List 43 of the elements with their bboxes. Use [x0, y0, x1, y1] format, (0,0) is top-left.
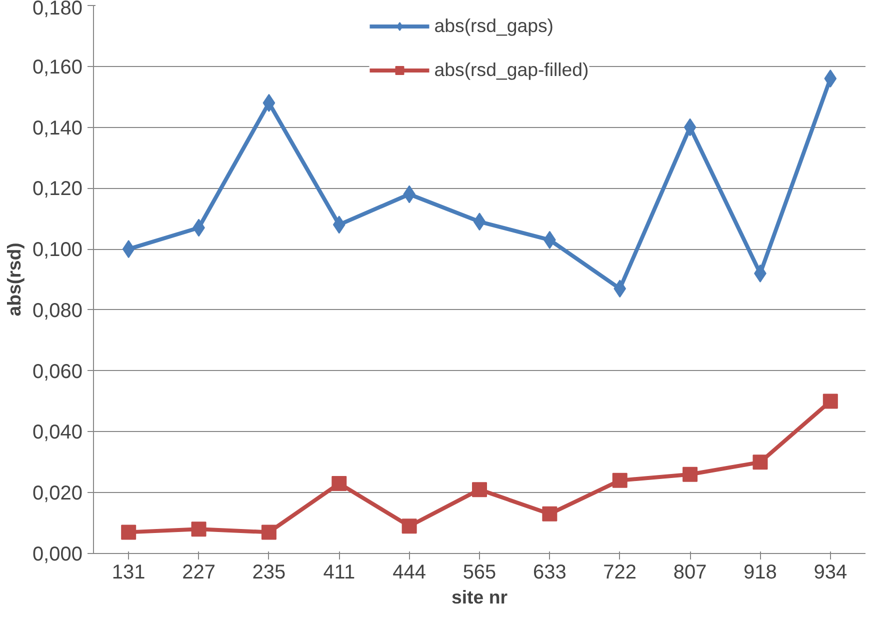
x-tick-label: 807	[673, 562, 707, 584]
x-tick-label: 565	[462, 562, 496, 584]
y-tick-label: 0,160	[32, 56, 83, 78]
point	[542, 506, 558, 522]
point	[684, 118, 696, 136]
y-tick-label: 0,020	[32, 482, 83, 505]
x-axis-title: site nr	[452, 586, 508, 608]
y-tick-label: 0,080	[32, 300, 83, 322]
point	[332, 476, 347, 491]
y-tick-label: 0,140	[32, 117, 83, 140]
x-tick-label: 227	[182, 562, 216, 584]
x-tick-label: 918	[744, 562, 777, 584]
point	[262, 94, 276, 112]
point	[682, 466, 698, 482]
point	[402, 518, 417, 534]
x-tick-label: 934	[814, 562, 848, 584]
y-axis-title: abs(rsd)	[3, 242, 24, 316]
y-tick-label: 0,000	[32, 544, 83, 566]
legend-label: abs(rsd_gap-filled)	[434, 59, 589, 81]
x-tick-label: 444	[392, 562, 426, 584]
x-tick-label: 722	[603, 562, 637, 584]
y-tick-label: 0,100	[32, 239, 83, 262]
x-tick-label: 235	[252, 562, 286, 584]
x-tick-label: 131	[112, 562, 146, 584]
point	[191, 522, 206, 537]
y-tick-label: 0,180	[32, 0, 83, 20]
y-tick-label: 0,060	[32, 360, 83, 383]
point	[614, 280, 626, 298]
y-tick-label: 0,120	[32, 178, 83, 200]
point	[332, 216, 346, 234]
legend-label: abs(rsd_gaps)	[434, 15, 554, 37]
point	[121, 524, 136, 540]
point	[261, 524, 276, 540]
point	[473, 212, 486, 231]
point	[752, 454, 768, 470]
y-tick-label: 0,040	[32, 422, 83, 444]
point	[822, 394, 838, 409]
x-tick-label: 411	[323, 562, 356, 584]
point	[824, 70, 837, 88]
point	[612, 472, 628, 488]
x-tick-label: 633	[532, 562, 566, 584]
point	[472, 482, 487, 498]
point	[122, 240, 135, 258]
